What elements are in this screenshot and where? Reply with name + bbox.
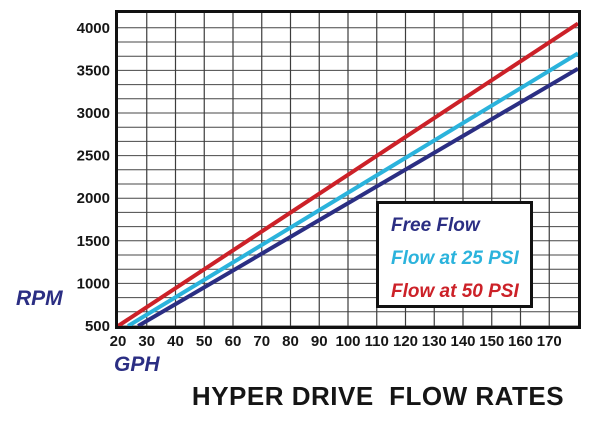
x-tick-label: 140 xyxy=(450,333,475,350)
y-tick-label: 3500 xyxy=(77,62,110,79)
legend-box: Free Flow Flow at 25 PSI Flow at 50 PSI xyxy=(376,201,533,308)
x-tick-label: 30 xyxy=(138,333,155,350)
x-tick-label: 50 xyxy=(196,333,213,350)
x-tick-label: 110 xyxy=(365,333,389,350)
series-line-flow-at-50-psi xyxy=(118,21,578,326)
x-tick-label: 90 xyxy=(311,333,328,350)
x-tick-label: 80 xyxy=(282,333,299,350)
x-tick-label: 20 xyxy=(110,333,127,350)
x-tick-label: 160 xyxy=(508,333,533,350)
y-tick-label: 4000 xyxy=(77,20,110,37)
y-tick-label: 3000 xyxy=(77,105,110,122)
plot-border xyxy=(115,10,581,329)
x-tick-label: 40 xyxy=(167,333,184,350)
x-tick-label: 60 xyxy=(225,333,242,350)
x-tick-label: 100 xyxy=(335,333,360,350)
y-tick-label: 2000 xyxy=(77,190,110,207)
x-tick-label: 70 xyxy=(253,333,270,350)
y-axis-label: RPM xyxy=(16,287,63,310)
y-tick-label: 1000 xyxy=(77,275,110,292)
series-line-flow-at-25-psi xyxy=(127,51,578,326)
x-axis-label: GPH xyxy=(114,353,160,376)
series-line-free-flow xyxy=(137,66,578,326)
legend-item-25psi: Flow at 25 PSI xyxy=(391,248,519,269)
x-tick-label: 150 xyxy=(479,333,504,350)
x-tick-label: 120 xyxy=(393,333,418,350)
chart-title: HYPER DRIVE FLOW RATES xyxy=(191,381,565,411)
y-tick-label: 2500 xyxy=(77,148,110,165)
x-tick-label: 130 xyxy=(422,333,447,350)
legend-item-50psi: Flow at 50 PSI xyxy=(391,281,519,302)
y-tick-label: 1500 xyxy=(77,233,110,250)
legend-item-free-flow: Free Flow xyxy=(391,215,480,236)
x-tick-label: 170 xyxy=(537,333,562,350)
y-tick-label: 500 xyxy=(85,318,110,335)
